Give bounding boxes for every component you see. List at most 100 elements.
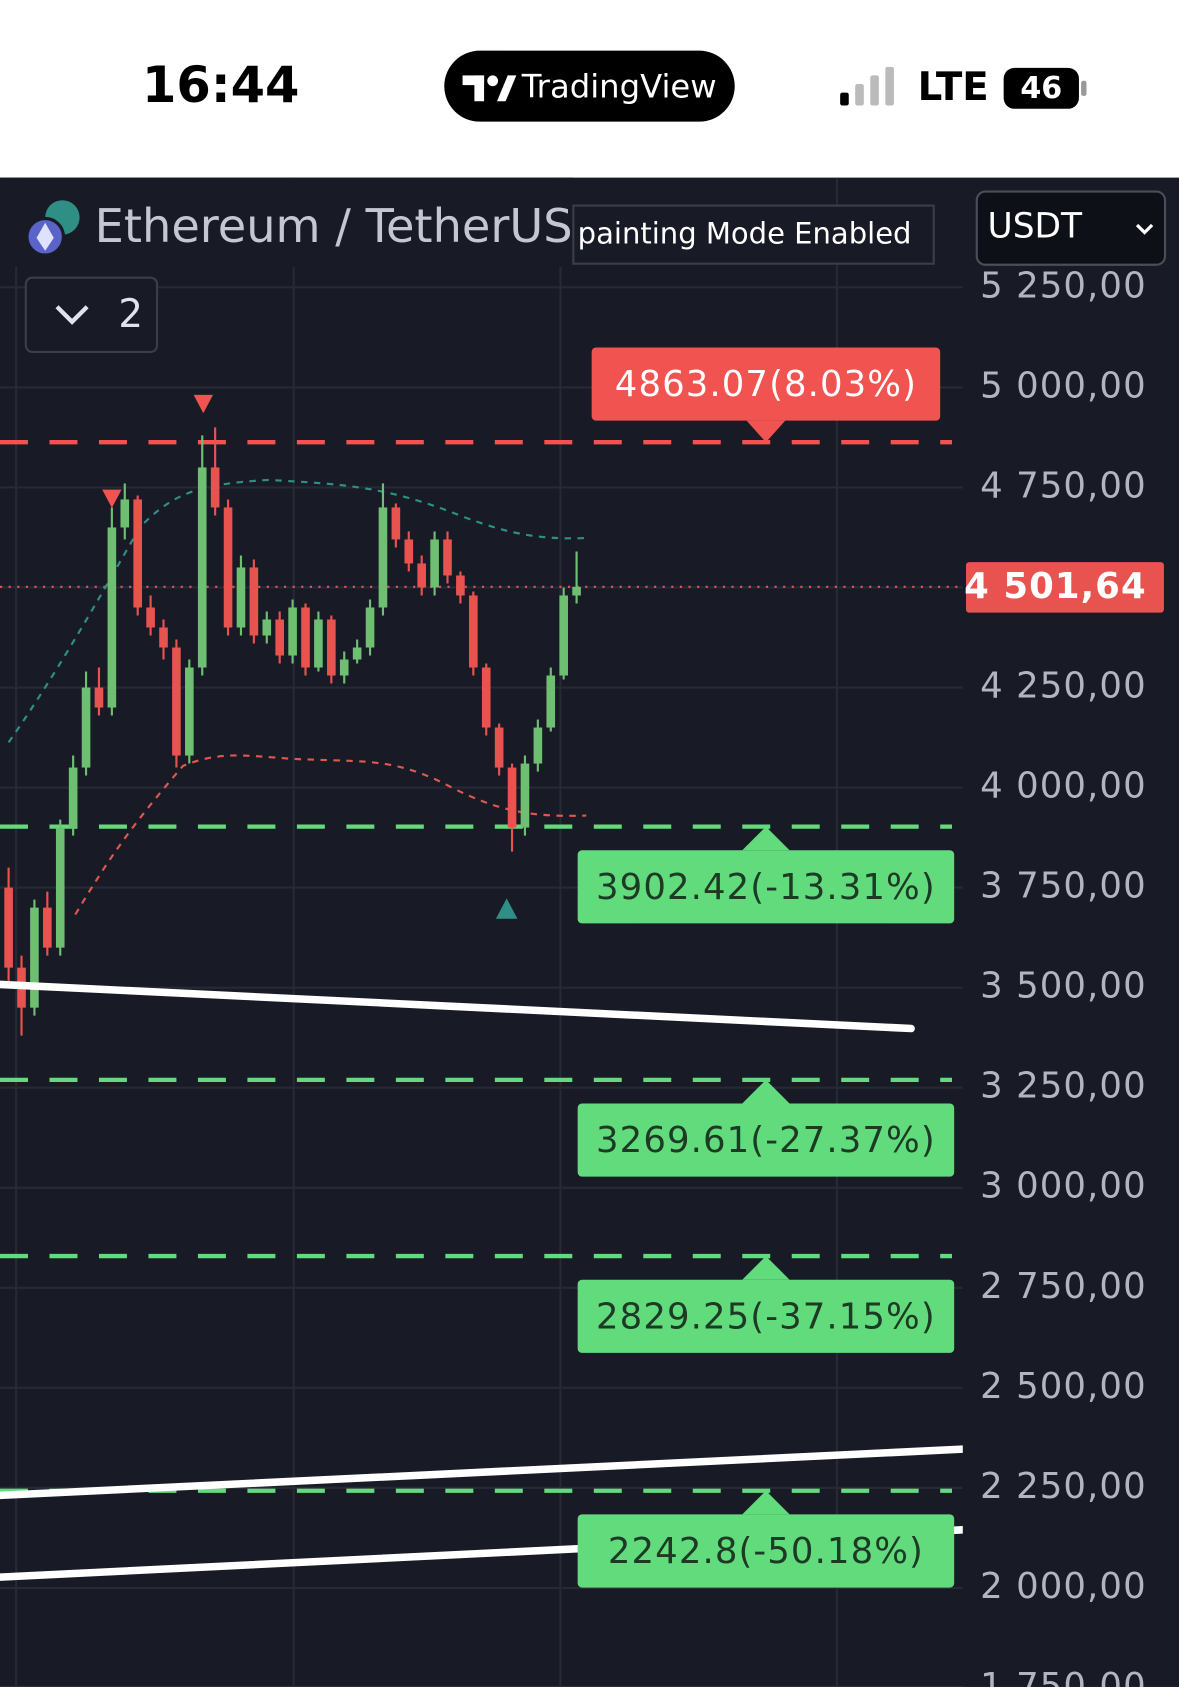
currency-selector[interactable]	[975, 190, 1167, 266]
level-label-pointer	[742, 1079, 790, 1104]
candle-body	[481, 667, 491, 728]
candle-body	[533, 727, 543, 764]
sell-marker	[102, 489, 122, 508]
trend-line	[0, 1445, 967, 1500]
mode-banner-text: painting Mode Enabled	[578, 217, 912, 251]
candle-body	[391, 507, 401, 540]
y-tick-label: 3 750,00	[980, 866, 1147, 907]
candle-body	[262, 619, 272, 636]
candle-body	[469, 595, 478, 668]
candle-body	[572, 586, 581, 596]
candle-body	[546, 675, 556, 728]
last-price-label: 4 501,64	[964, 566, 1147, 607]
y-tick-label: 1 750,00	[980, 1666, 1147, 1687]
level-label: 2242.8(-50.18%)	[608, 1531, 924, 1572]
candle-body	[159, 627, 168, 648]
y-tick-label: 3 250,00	[980, 1066, 1147, 1107]
candle-body	[133, 499, 142, 608]
candle-body	[339, 659, 349, 676]
candle-body	[301, 607, 310, 668]
level-label-box	[577, 1514, 955, 1588]
level-label-pointer	[742, 826, 790, 851]
candle-body	[314, 619, 323, 668]
battery-level: 46	[1020, 71, 1062, 106]
candle-body	[68, 767, 78, 828]
network: LTE	[918, 65, 989, 110]
last-price-badge	[966, 562, 1164, 613]
candle-body	[236, 567, 246, 628]
candle-body	[172, 647, 181, 756]
candle-body	[520, 763, 530, 828]
y-tick-label: 4 000,00	[980, 766, 1147, 807]
lower-band	[74, 754, 587, 916]
level-label-box	[577, 1279, 955, 1353]
mode-banner	[572, 204, 935, 265]
trend-line	[0, 980, 915, 1033]
candle-body	[4, 887, 13, 968]
signal-icon	[840, 66, 894, 106]
candle-body	[430, 539, 439, 588]
candle-body	[120, 499, 130, 528]
candle-body	[404, 539, 414, 564]
candle-body	[43, 907, 52, 948]
clock: 16:44	[142, 56, 299, 114]
candle-body	[146, 607, 155, 628]
candle-body	[55, 827, 65, 948]
upper-band	[7, 478, 587, 743]
app-logo	[462, 75, 517, 102]
y-tick-label: 5 000,00	[980, 365, 1147, 406]
candle-body	[288, 607, 297, 656]
y-tick-label: 5 250,00	[980, 265, 1147, 306]
buy-marker	[495, 898, 518, 919]
level-label: 4863.07(8.03%)	[615, 364, 917, 405]
level-label-box	[591, 347, 941, 421]
candle-body	[81, 687, 91, 768]
candle-body	[107, 527, 117, 708]
candle-body	[559, 595, 568, 676]
candle-body	[30, 907, 39, 1008]
app-pill	[444, 50, 735, 122]
candle-body	[223, 507, 233, 628]
level-label-box	[577, 1103, 955, 1177]
indicator-chevron	[55, 305, 89, 325]
app-name: TradingView	[521, 67, 717, 105]
candle-body	[94, 687, 104, 708]
level-label-pointer	[742, 1490, 790, 1515]
candle-body	[197, 467, 207, 668]
price-axis-labels: 1 750,00 2 000,00 2 250,00 2 500,00 2 750,00…	[964, 265, 1164, 1687]
candle-body	[275, 619, 284, 656]
candle-body	[352, 647, 362, 660]
level-label: 3269.61(-27.37%)	[596, 1120, 936, 1161]
price-axis	[962, 266, 1179, 1687]
currency-chevron	[1135, 223, 1154, 235]
level-label: 3902.42(-13.31%)	[596, 867, 936, 908]
battery-tip	[1081, 80, 1087, 96]
y-tick-label: 2 250,00	[980, 1466, 1147, 1507]
y-tick-label: 3 500,00	[980, 966, 1147, 1007]
y-tick-label: 3 000,00	[980, 1166, 1147, 1207]
sell-marker	[193, 394, 213, 414]
level-label-box	[577, 850, 955, 924]
level-labels: 4863.07(8.03%) 3902.42(-13.31%) 3269.61(-2…	[577, 347, 955, 1588]
candle-body	[507, 767, 517, 828]
candle-body	[185, 667, 194, 756]
candle-body	[210, 467, 220, 508]
candle-body	[443, 539, 452, 576]
ethereum-glyph	[36, 222, 54, 251]
y-tick-label: 4 250,00	[980, 666, 1147, 707]
envelope-indicator	[7, 478, 587, 916]
signal-markers	[102, 394, 518, 919]
battery	[1003, 67, 1079, 109]
symbol-title: Ethereum / TetherUS	[95, 199, 573, 253]
candle-body	[456, 575, 465, 596]
level-label-pointer	[746, 420, 786, 443]
y-tick-label: 2 500,00	[980, 1366, 1147, 1407]
candle-body	[417, 563, 426, 588]
candle-body	[327, 619, 336, 676]
indicator-toggle[interactable]	[24, 276, 159, 353]
level-label: 2829.25(-37.15%)	[596, 1296, 936, 1337]
level-label-pointer	[742, 1256, 790, 1280]
y-tick-label: 2 750,00	[980, 1266, 1147, 1307]
candle-body	[494, 727, 504, 768]
